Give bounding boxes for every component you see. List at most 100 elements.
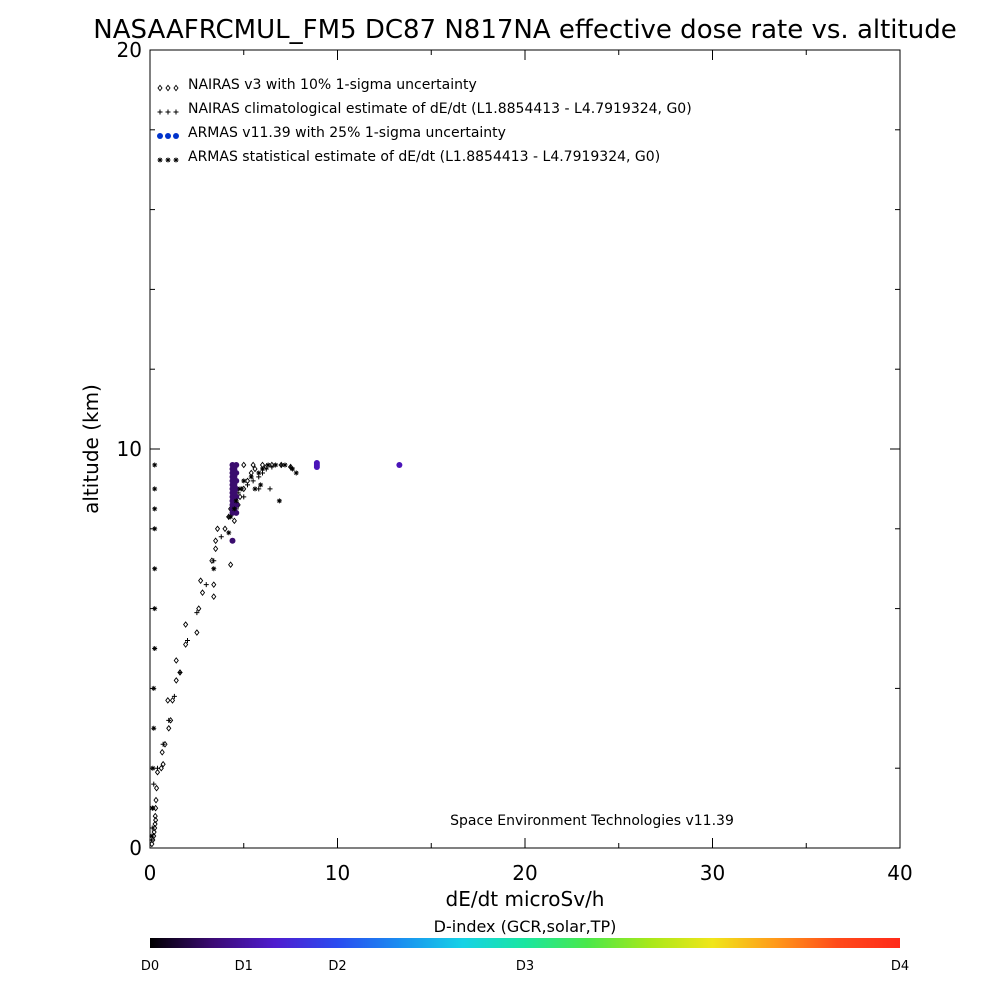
data-point [151, 828, 157, 836]
data-point [152, 606, 158, 612]
legend-label: ARMAS statistical estimate of dE/dt (L1.… [188, 149, 660, 165]
data-point [152, 462, 158, 468]
legend-item: ARMAS statistical estimate of dE/dt (L1.… [157, 149, 660, 165]
data-point [159, 748, 165, 756]
credit-annotation: Space Environment Technologies v11.39 [450, 813, 734, 829]
data-point [196, 605, 202, 612]
y-tick-label: 0 [129, 836, 142, 860]
data-point [265, 462, 271, 468]
data-point [153, 796, 159, 804]
colorbar-title: D-index (GCR,solar,TP) [434, 917, 617, 936]
data-point [165, 697, 171, 704]
data-point [211, 566, 217, 572]
legend-marker [157, 84, 163, 92]
data-point [169, 697, 176, 704]
data-point [183, 641, 189, 648]
x-tick-label: 0 [144, 861, 157, 885]
data-point [241, 485, 247, 493]
data-point [250, 461, 256, 469]
data-point [241, 494, 247, 500]
colorbar-label: D4 [891, 959, 909, 974]
series-plus [149, 462, 294, 843]
data-point [151, 781, 157, 787]
data-point [231, 489, 238, 496]
data-point [152, 824, 158, 832]
data-point [231, 506, 237, 512]
legend-item: ARMAS v11.39 with 25% 1-sigma uncertaint… [157, 125, 506, 141]
legend-marker [173, 133, 179, 139]
legend-marker [165, 109, 171, 115]
legend-label: NAIRAS v3 with 10% 1-sigma uncertainty [188, 77, 477, 93]
data-point [198, 577, 204, 585]
data-point [177, 669, 183, 676]
data-point [185, 638, 190, 644]
colorbar-labels: D0 D1 D2 D3 D4 [141, 959, 909, 974]
colorbar-label: D1 [235, 959, 253, 974]
data-point [194, 629, 200, 636]
legend-marker [157, 133, 163, 139]
colorbar-label: D2 [328, 959, 346, 974]
series-dot [229, 459, 403, 544]
x-tick-label: 10 [325, 861, 350, 885]
data-point [171, 693, 177, 699]
x-tick-label: 30 [700, 861, 725, 885]
x-tick-label: 20 [512, 861, 537, 885]
y-tick-labels: 0 10 20 [117, 38, 142, 860]
data-point [152, 506, 158, 512]
data-point [233, 498, 239, 504]
data-point [290, 466, 295, 472]
data-point [276, 498, 282, 504]
data-point [151, 685, 157, 691]
data-point [149, 840, 155, 848]
data-point [252, 486, 258, 492]
data-point [149, 805, 155, 811]
data-point [152, 646, 158, 651]
data-point [162, 740, 168, 748]
data-point [213, 545, 219, 553]
legend-marker [173, 109, 179, 115]
data-point [250, 478, 256, 484]
data-point [231, 517, 237, 525]
chart-title: NASAAFRCMUL_FM5 DC87 N817NA effective do… [93, 15, 956, 45]
data-point [241, 461, 247, 469]
data-point [166, 724, 172, 732]
data-point [152, 486, 158, 492]
legend-marker [173, 84, 179, 92]
data-point [183, 621, 189, 628]
x-axis-label: dE/dt microSv/h [446, 887, 605, 911]
plot-frame [149, 49, 901, 849]
data-point [209, 557, 215, 565]
data-point [213, 537, 219, 545]
colorbar [150, 938, 900, 948]
legend-marker [157, 109, 163, 115]
data-point [152, 526, 158, 532]
data-point [228, 561, 234, 569]
legend-label: ARMAS v11.39 with 25% 1-sigma uncertaint… [188, 125, 506, 141]
data-point [152, 566, 158, 572]
data-point [154, 768, 161, 776]
data-point [282, 462, 288, 468]
x-tick-label: 40 [887, 861, 912, 885]
data-point [245, 482, 250, 488]
data-point [153, 784, 160, 792]
data-point [231, 465, 238, 472]
data-point [149, 833, 155, 839]
axis-ticks [149, 49, 901, 849]
data-point [152, 820, 158, 828]
data-point [396, 461, 403, 468]
legend-marker [165, 157, 171, 163]
data-point [149, 825, 155, 831]
data-point [228, 514, 234, 520]
colorbar-label: D3 [516, 959, 534, 974]
data-point [211, 581, 217, 588]
data-point [260, 466, 265, 472]
data-point [218, 534, 224, 540]
legend: NAIRAS v3 with 10% 1-sigma uncertainty NA… [157, 77, 692, 165]
data-point [278, 461, 284, 469]
data-point [293, 470, 299, 476]
legend-item: NAIRAS climatological estimate of dE/dt … [157, 101, 692, 117]
data-point [177, 669, 183, 675]
data-point [258, 482, 264, 488]
data-point [214, 525, 221, 533]
